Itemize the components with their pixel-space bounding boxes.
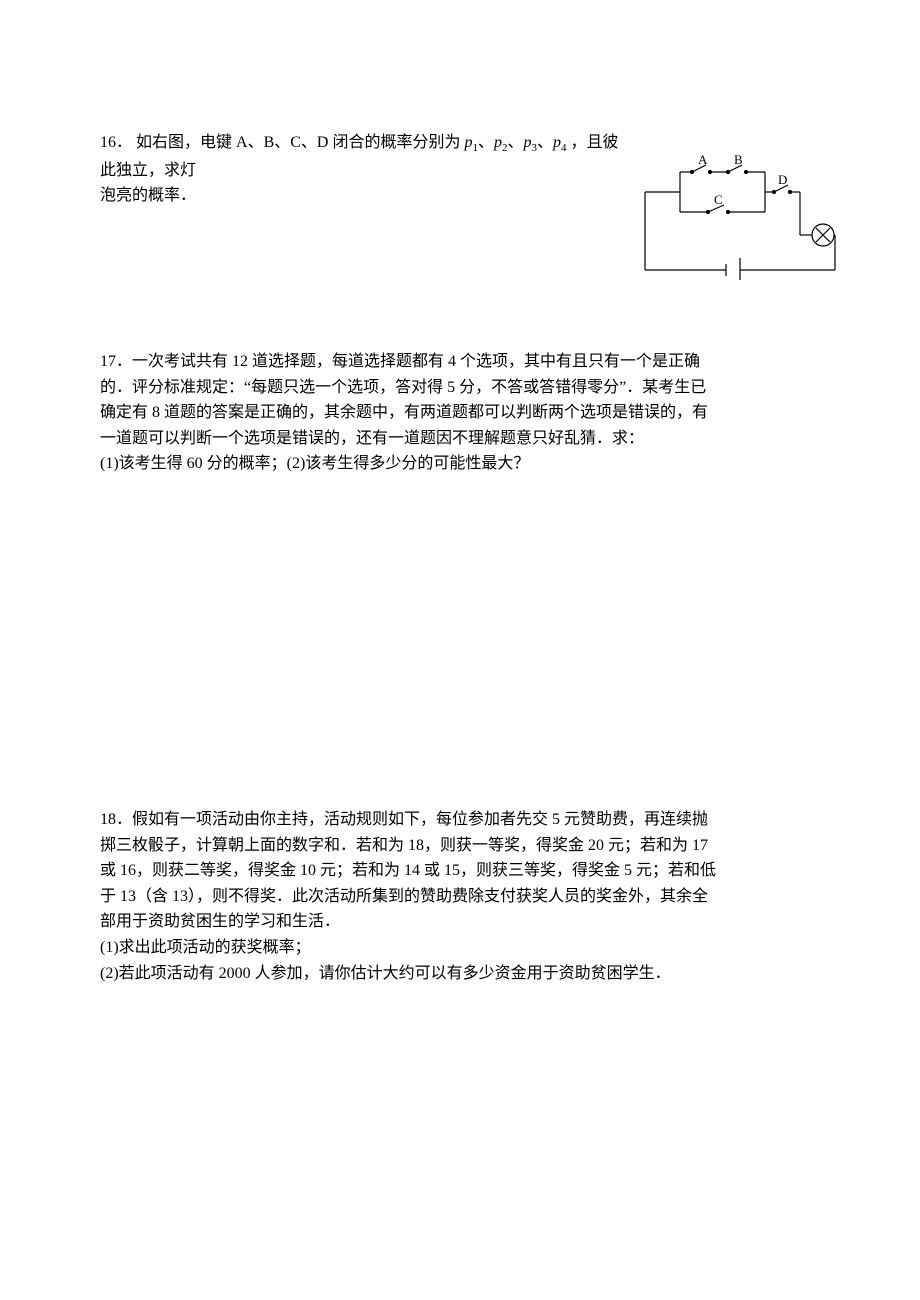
label-b: B xyxy=(734,152,743,167)
q18-number: 18． xyxy=(100,811,132,828)
label-d: D xyxy=(778,172,787,187)
p3-var: p xyxy=(524,134,532,151)
q17-line3: 确定有 8 道题的答案是正确的，其余题中，有两道题都可以判断两个选项是错误的，有 xyxy=(100,400,820,426)
circuit-diagram: A B C D xyxy=(640,150,840,280)
q17-sub1: (1)该考生得 60 分的概率；(2)该考生得多少分的可能性最大？ xyxy=(100,451,820,477)
question-18: 18．假如有一项活动由你主持，活动规则如下，每位参加者先交 5 元赞助费，再连续… xyxy=(100,807,820,986)
q16-line2: 泡亮的概率． xyxy=(100,183,620,209)
p4-var: p xyxy=(553,134,561,151)
question-17: 17．一次考试共有 12 道选择题，每道选择题都有 4 个选项，其中有且只有一个… xyxy=(100,349,820,477)
label-a: A xyxy=(698,152,708,167)
q18-line3: 或 16，则获二等奖，得奖金 10 元；若和为 14 或 15，则获三等奖，得奖… xyxy=(100,858,820,884)
q18-sub1: (1)求出此项活动的获奖概率； xyxy=(100,935,820,961)
q16-line1-pre: 如右图，电键 A、B、C、D 闭合的概率分别为 xyxy=(132,134,464,151)
sep3: 、 xyxy=(537,134,553,151)
q17-number: 17． xyxy=(100,353,132,370)
question-16: 16． 如右图，电键 A、B、C、D 闭合的概率分别为 p1、p2、p3、p4 … xyxy=(100,130,820,209)
q18-line1: 假如有一项活动由你主持，活动规则如下，每位参加者先交 5 元赞助费，再连续抛 xyxy=(132,811,708,828)
label-c: C xyxy=(714,192,723,207)
q17-line4: 一道题可以判断一个选项是错误的，还有一道题因不理解题意只好乱猜．求： xyxy=(100,426,820,452)
sep2: 、 xyxy=(508,134,524,151)
q18-line2: 掷三枚骰子，计算朝上面的数字和．若和为 18，则获一等奖，得奖金 20 元；若和… xyxy=(100,833,820,859)
q16-text: 16． 如右图，电键 A、B、C、D 闭合的概率分别为 p1、p2、p3、p4 … xyxy=(100,130,620,209)
q17-line1: 一次考试共有 12 道选择题，每道选择题都有 4 个选项，其中有且只有一个是正确 xyxy=(132,353,700,370)
q18-line5: 部用于资助贫困生的学习和生活． xyxy=(100,909,820,935)
q16-number: 16． xyxy=(100,134,132,151)
q18-sub2: (2)若此项活动有 2000 人参加，请你估计大约可以有多少资金用于资助贫困学生… xyxy=(100,961,820,987)
q18-line4: 于 13（含 13），则不得奖．此次活动所集到的赞助费除支付获奖人员的奖金外，其… xyxy=(100,884,820,910)
p2-var: p xyxy=(494,134,502,151)
q17-line2: 的．评分标准规定：“每题只选一个选项，答对得 5 分，不答或答错得零分”．某考生… xyxy=(100,375,820,401)
sep1: 、 xyxy=(478,134,494,151)
